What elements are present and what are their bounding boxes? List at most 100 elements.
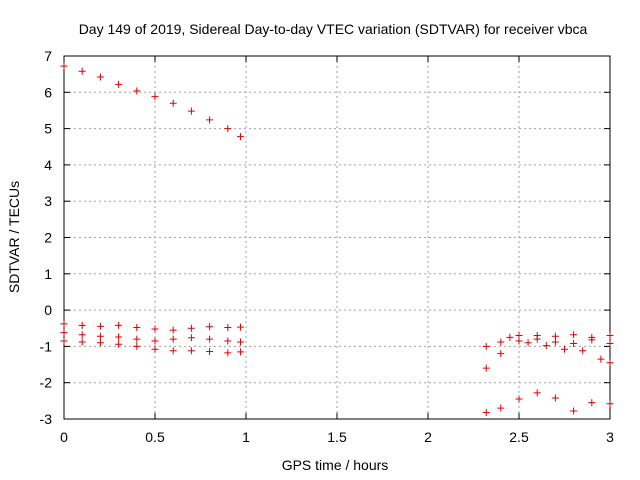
data-point: [151, 325, 159, 333]
x-tick-label: 2: [424, 429, 432, 445]
data-point: [606, 332, 614, 340]
data-point: [151, 337, 159, 345]
data-point: [524, 339, 532, 347]
y-tick-label: -1: [40, 338, 53, 354]
series-arc-6: [482, 332, 614, 350]
data-point: [115, 321, 123, 329]
data-point: [96, 322, 104, 330]
y-axis-label: SDTVAR / TECUs: [6, 181, 22, 293]
data-point: [588, 399, 596, 407]
chart-title: Day 149 of 2019, Sidereal Day-to-day VTE…: [79, 21, 588, 37]
y-tick-label: 6: [44, 84, 52, 100]
data-point: [60, 62, 68, 70]
data-point: [169, 326, 177, 334]
data-point: [237, 323, 245, 331]
series-arc-4: [60, 337, 245, 357]
data-point: [133, 87, 141, 95]
y-tick-label: 7: [44, 48, 52, 64]
y-tick-labels: -3 -2 -1 0 1 2 3 4 5 6 7: [40, 48, 53, 427]
data-point: [133, 335, 141, 343]
data-point: [96, 332, 104, 340]
data-point: [497, 350, 505, 358]
data-point: [187, 324, 195, 332]
data-point: [224, 349, 232, 357]
x-tick-label: 1.5: [327, 429, 347, 445]
data-points: [60, 62, 614, 416]
data-point: [206, 347, 214, 355]
data-point: [187, 347, 195, 355]
data-point: [206, 335, 214, 343]
data-point: [570, 407, 578, 415]
data-point: [606, 339, 614, 347]
data-point: [506, 333, 514, 341]
x-tick-label: 0.5: [145, 429, 165, 445]
data-point: [237, 348, 245, 356]
data-point: [482, 408, 490, 416]
y-tick-label: 3: [44, 193, 52, 209]
y-tick-label: -3: [40, 411, 53, 427]
y-tick-label: 1: [44, 266, 52, 282]
data-point: [115, 340, 123, 348]
data-point: [515, 395, 523, 403]
data-point: [224, 324, 232, 332]
series-arc-8: [482, 389, 614, 416]
data-point: [96, 339, 104, 347]
data-point: [515, 332, 523, 340]
data-point: [533, 389, 541, 397]
data-point: [133, 342, 141, 350]
data-point: [482, 342, 490, 350]
grid: [64, 56, 610, 419]
y-tick-label: -2: [40, 375, 53, 391]
data-point: [78, 67, 86, 75]
x-axis-label: GPS time / hours: [282, 457, 389, 473]
data-point: [78, 321, 86, 329]
data-point: [224, 337, 232, 345]
data-point: [497, 338, 505, 346]
series-arc-2: [60, 320, 245, 334]
data-point: [115, 80, 123, 88]
data-point: [60, 329, 68, 337]
data-point: [533, 335, 541, 343]
data-point: [482, 364, 490, 372]
data-point: [237, 338, 245, 346]
data-point: [597, 355, 605, 363]
data-point: [570, 331, 578, 339]
data-point: [497, 404, 505, 412]
data-point: [151, 93, 159, 101]
series-arc-7: [506, 333, 614, 367]
series-arc-1: [60, 62, 245, 141]
data-point: [579, 347, 587, 355]
data-point: [551, 338, 559, 346]
x-tick-labels: 0 0.5 1 1.5 2 2.5 3: [60, 429, 614, 445]
data-point: [133, 324, 141, 332]
data-point: [542, 342, 550, 350]
data-point: [588, 336, 596, 344]
y-tick-label: 5: [44, 121, 52, 137]
data-point: [606, 400, 614, 408]
data-point: [151, 345, 159, 353]
data-point: [169, 347, 177, 355]
x-tick-label: 2.5: [509, 429, 529, 445]
data-point: [60, 320, 68, 328]
x-tick-label: 0: [60, 429, 68, 445]
data-point: [206, 116, 214, 124]
y-tick-label: 0: [44, 302, 52, 318]
y-tick-label: 4: [44, 157, 52, 173]
data-point: [206, 323, 214, 331]
x-tick-label: 1: [242, 429, 250, 445]
data-point: [78, 338, 86, 346]
axis-ticks: [63, 55, 611, 420]
data-point: [187, 334, 195, 342]
y-tick-label: 2: [44, 230, 52, 246]
data-point: [60, 337, 68, 345]
series-arc-5: [482, 331, 614, 372]
data-point: [187, 107, 195, 115]
x-tick-label: 3: [606, 429, 614, 445]
data-point: [224, 125, 232, 133]
data-point: [96, 73, 104, 81]
data-point: [551, 394, 559, 402]
series-arc-3: [60, 329, 245, 346]
data-point: [115, 333, 123, 341]
data-point: [169, 335, 177, 343]
